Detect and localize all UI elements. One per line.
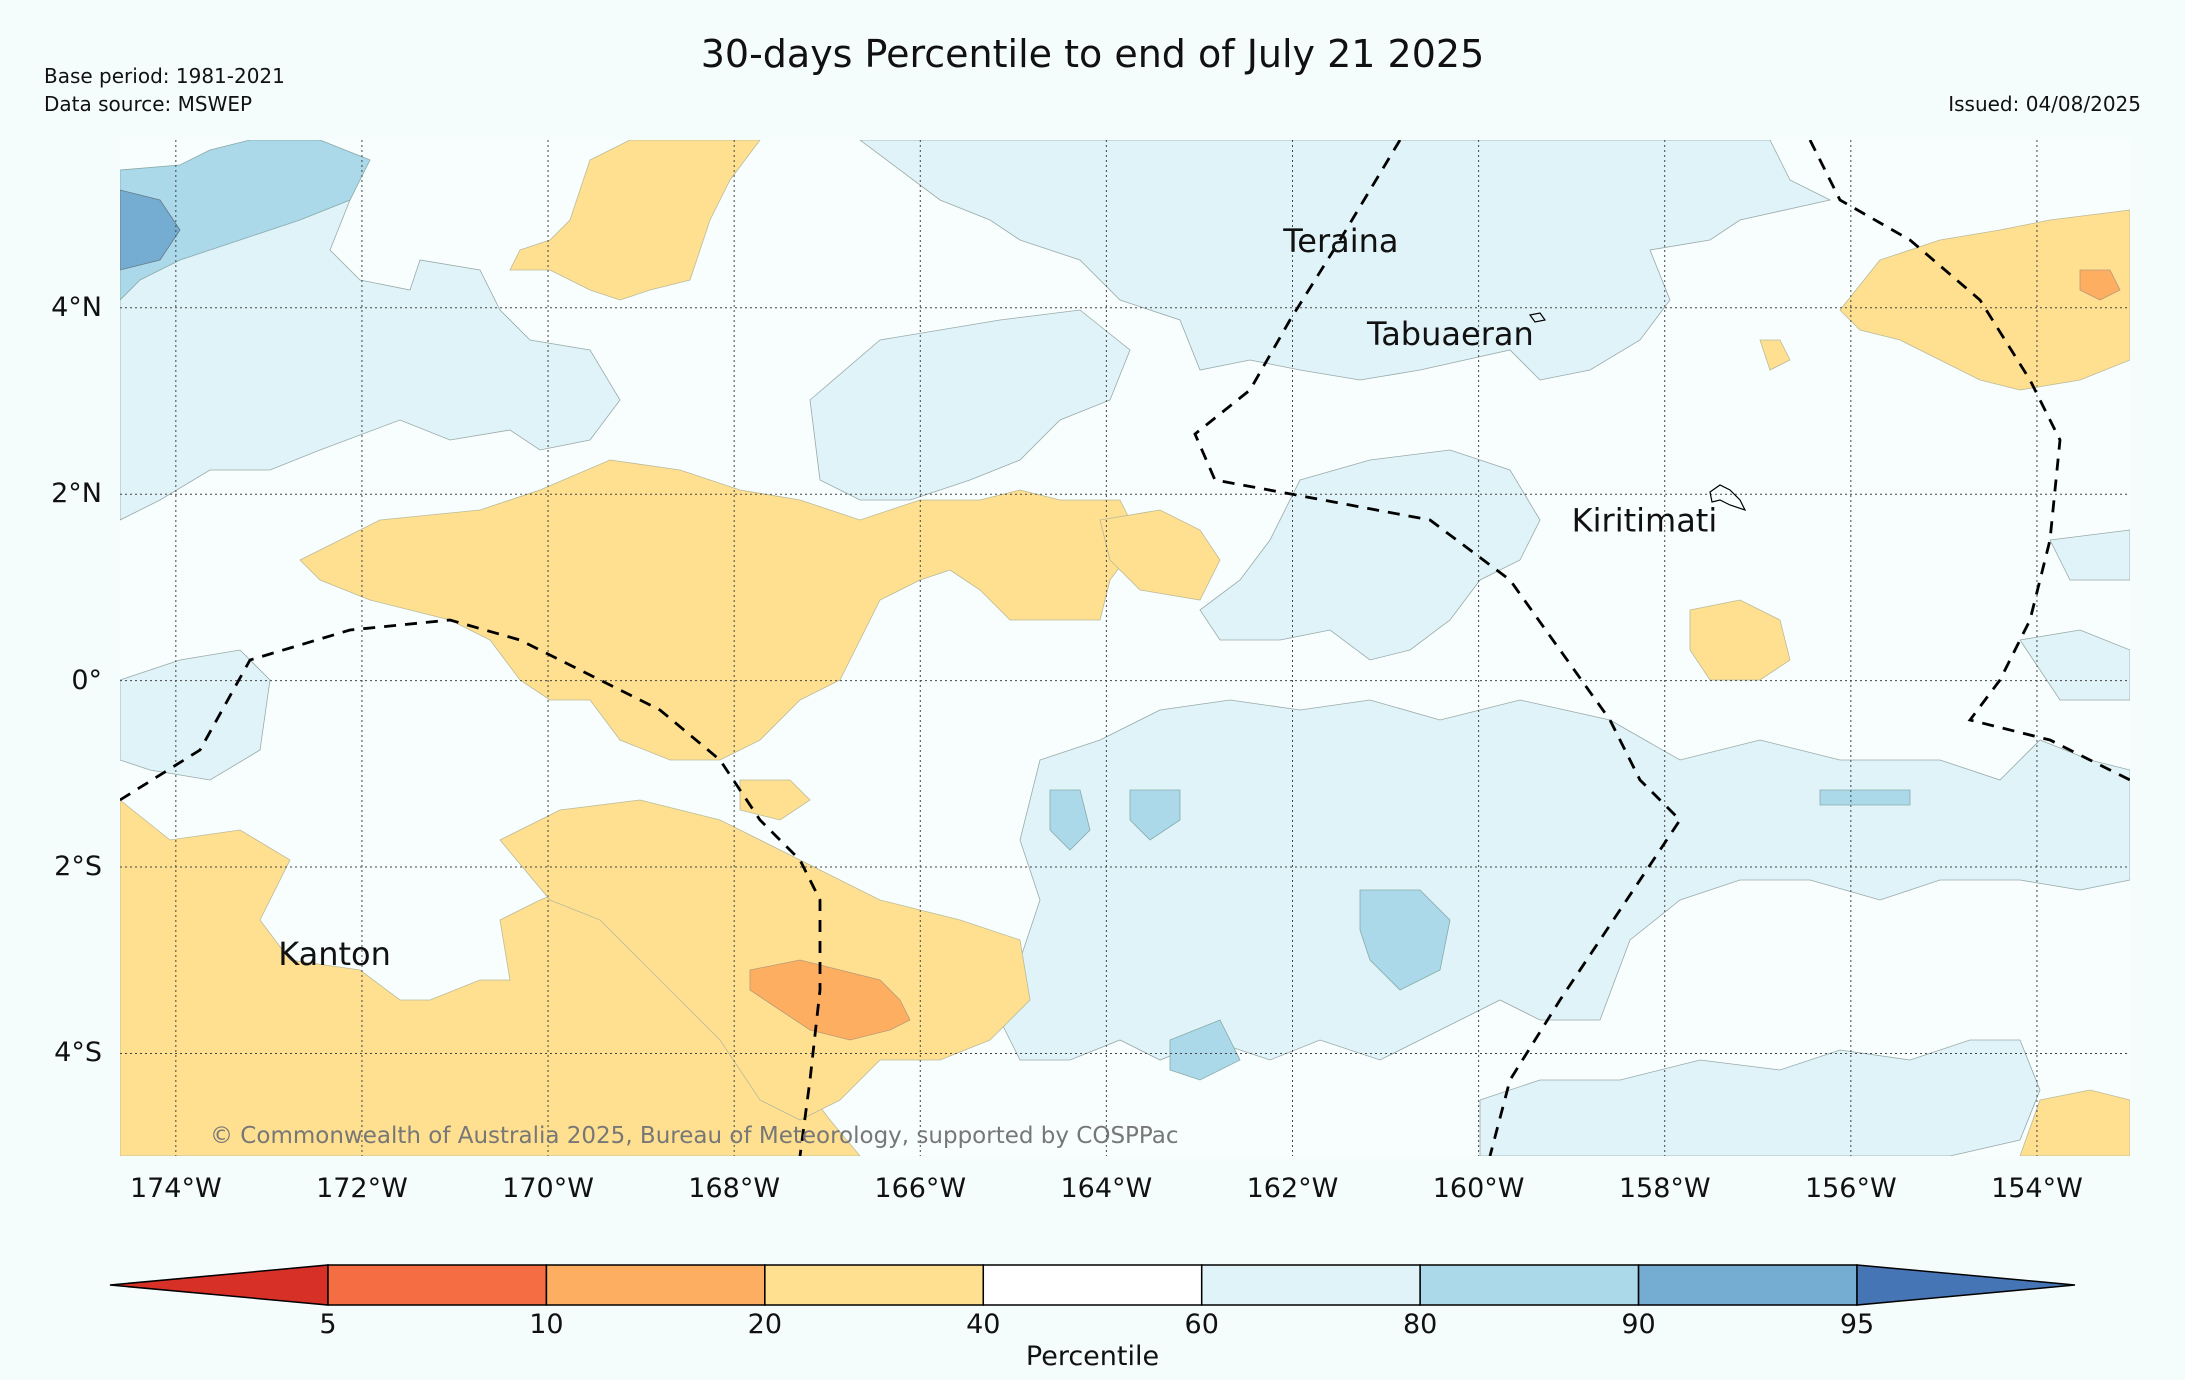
yellow-region-east-patch — [1689, 599, 1791, 681]
tabuaeran-island — [1528, 312, 1547, 323]
island-outlines — [1528, 312, 1747, 512]
yellow-region-central-large — [299, 459, 1141, 761]
yellow-region-east-blob — [1099, 509, 1221, 601]
eez-boundary-east — [1808, 140, 2130, 782]
longitude-tick-label: 168°W — [688, 1173, 781, 1204]
longitude-tick-label: 156°W — [1804, 1173, 1897, 1204]
base-period-text: Base period: 1981-2021 — [44, 64, 285, 88]
blue-region-east-mid — [2019, 629, 2130, 701]
darker-blue-east-strip — [1819, 789, 1911, 806]
colorbar-segment — [764, 1264, 985, 1306]
longitude-tick-label: 166°W — [874, 1173, 967, 1204]
region-10-20 — [749, 269, 2121, 1041]
place-label-tabuaeran: Tabuaeran — [1366, 315, 1534, 353]
blue-region-northwest — [120, 159, 621, 521]
blue-region-west-equator — [120, 649, 271, 781]
colorbar-tick: 60 — [1184, 1309, 1219, 1340]
orange-region-south — [749, 959, 911, 1041]
longitude-tick-label: 162°W — [1246, 1173, 1339, 1204]
yellow-region-small-east — [1759, 339, 1791, 371]
colorbar-segment — [982, 1264, 1203, 1306]
colorbar-segment — [1419, 1264, 1640, 1306]
eez-boundaries — [120, 140, 2130, 1156]
colorbar-above-arrow — [1856, 1264, 2076, 1306]
yellow-region-mid-patch — [739, 779, 811, 821]
colorbar-segment — [1637, 1264, 1858, 1306]
grid-lines — [120, 140, 2130, 1156]
latitude-tick-label: 4°N — [51, 291, 102, 323]
darker-blue-northwest — [120, 140, 371, 301]
colorbar-below-arrow — [109, 1264, 329, 1306]
blue-region-north-central — [859, 140, 1832, 381]
latitude-tick-label: 2°S — [54, 851, 102, 883]
longitude-tick-label: 164°W — [1060, 1173, 1153, 1204]
eez-boundary-line-islands — [1193, 140, 1682, 1156]
map-metadata: Base period: 1981-2021 Data source: MSWE… — [44, 62, 285, 118]
region-20-40 — [120, 140, 2130, 1156]
percentile-map: Teraina Tabuaeran Kiritimati Kanton © Commo… — [120, 140, 2130, 1156]
longitude-tick-label: 172°W — [316, 1173, 408, 1204]
longitude-tick-label: 170°W — [502, 1173, 594, 1204]
latitude-tick-label: 0° — [71, 664, 102, 696]
colorbar-tick: 10 — [529, 1309, 564, 1340]
darker-blue-lower-patch — [1169, 1019, 1241, 1081]
yellow-region-north — [509, 140, 761, 301]
darker-blue-south-patch-1 — [1049, 789, 1091, 851]
colorbar-tick: 40 — [966, 1309, 1001, 1340]
colorbar-segment — [1200, 1264, 1421, 1306]
colorbar — [0, 1250, 2185, 1314]
place-label-kiritimati: Kiritimati — [1572, 501, 1718, 539]
longitude-tick-label: 174°W — [129, 1173, 222, 1204]
longitude-tick-label: 158°W — [1618, 1173, 1711, 1204]
kiritimati-island — [1709, 484, 1747, 512]
yellow-region-northeast — [1839, 209, 2130, 391]
map-title: 30-days Percentile to end of July 21 202… — [700, 32, 1485, 76]
longitude-tick-label: 154°W — [1991, 1173, 2083, 1204]
colorbar-segment — [327, 1264, 548, 1306]
blue-region-east-edge — [2049, 529, 2130, 581]
colorbar-label: Percentile — [1025, 1341, 1160, 1372]
place-label-teraina: Teraina — [1282, 222, 1398, 260]
colorbar-tick: 80 — [1402, 1309, 1438, 1340]
orange-region-northeast — [2079, 269, 2121, 301]
region-80-90 — [120, 140, 1911, 1081]
place-labels: Teraina Tabuaeran Kiritimati Kanton — [278, 222, 1717, 973]
colorbar-tick: 20 — [747, 1309, 783, 1340]
blue-region-southeast-lower — [1479, 1039, 2041, 1156]
deep-blue-northwest — [120, 189, 181, 271]
issued-date-text: Issued: 04/08/2025 — [1948, 92, 2141, 116]
darker-blue-southeast-patch — [1359, 889, 1451, 991]
blue-region-central-band — [809, 309, 1131, 501]
copyright-text: © Commonwealth of Australia 2025, Bureau… — [210, 1123, 1179, 1149]
latitude-tick-label: 4°S — [54, 1037, 102, 1069]
eez-boundary-phoenix — [120, 618, 822, 1156]
colorbar-segment — [545, 1264, 766, 1306]
data-source-text: Data source: MSWEP — [44, 92, 253, 116]
latitude-tick-label: 2°N — [51, 478, 102, 510]
darker-blue-south-patch-2 — [1129, 789, 1181, 841]
blue-region-east-central — [1199, 449, 1541, 661]
yellow-region-southeast-corner — [2019, 1089, 2130, 1156]
region-90-95 — [120, 189, 181, 271]
yellow-region-south-central — [499, 799, 1031, 1121]
colorbar-tick: 95 — [1839, 1309, 1875, 1340]
colorbar-tick: 5 — [319, 1309, 337, 1340]
colorbar-tick: 90 — [1621, 1309, 1656, 1340]
place-label-kanton: Kanton — [278, 935, 391, 973]
longitude-tick-label: 160°W — [1432, 1173, 1525, 1204]
